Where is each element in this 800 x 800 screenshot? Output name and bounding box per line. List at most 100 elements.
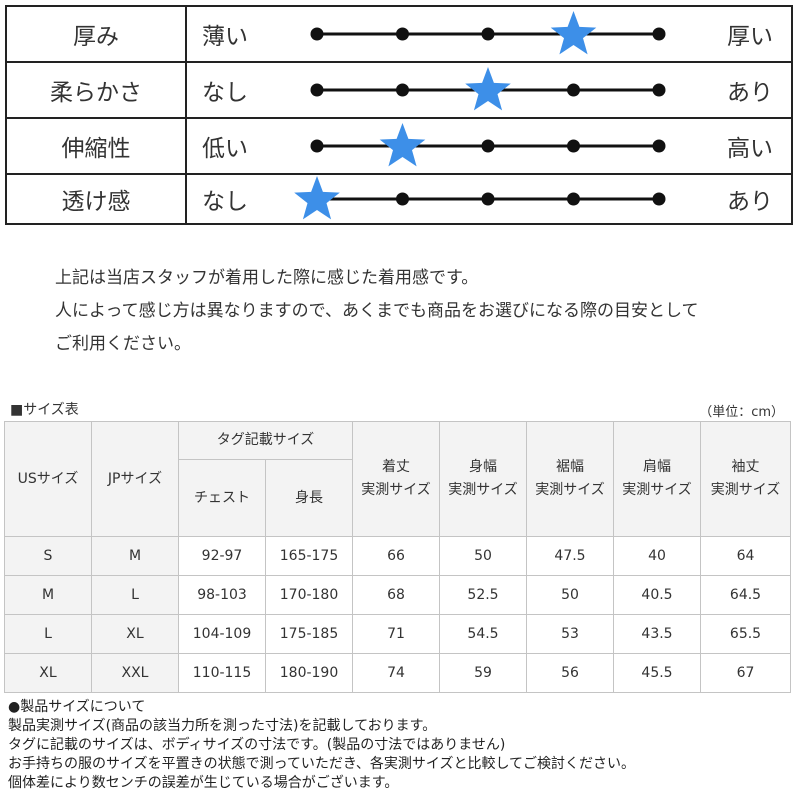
note-line: 上記は当店スタッフが着用した際に感じた着用感です。 [55,268,479,288]
rating-low-label: 薄い [202,24,248,50]
table-cell: 110-115 [178,653,266,693]
table-cell: M [4,575,92,615]
table-cell: 50 [526,575,614,615]
table-cell: 43.5 [613,614,701,654]
table-cell: 104-109 [178,614,266,654]
table-cell: 74 [352,653,440,693]
rating-low-label: 低い [202,136,248,162]
rating-step-dot [310,83,324,97]
rating-row-thickness: 厚み 薄い 厚い [7,7,791,61]
table-cell: M [91,536,179,576]
table-cell: 67 [700,653,791,693]
table-cell: 50 [439,536,527,576]
rating-label: 伸縮性 [7,119,187,173]
footnote-line: 製品実測サイズ(商品の該当力所を測った寸法)を記載しております。 [8,718,437,734]
header-text: 実測サイズ [710,482,781,498]
rating-low-label: なし [202,189,248,215]
table-cell: 56 [526,653,614,693]
table-cell: 71 [352,614,440,654]
header-hem: 裾幅 実測サイズ [526,421,614,537]
header-text: 袖丈 [731,459,760,475]
header-length: 着丈 実測サイズ [352,421,440,537]
table-cell: 40.5 [613,575,701,615]
table-cell: XL [4,653,92,693]
footnote-line: 個体差により数センチの誤差が生じている場合がございます。 [8,775,399,791]
table-cell: 40 [613,536,701,576]
fit-note: 上記は当店スタッフが着用した際に感じた着用感です。 人によって感じ方は異なります… [55,262,698,361]
header-chest: チェスト [178,459,266,537]
rating-scale [7,7,791,61]
size-table-unit: （単位：cm） [699,405,784,420]
size-table-heading: ■サイズ表 [10,402,79,418]
table-cell: L [4,614,92,654]
rating-star-marker [379,123,426,167]
rating-step-dot [396,83,409,97]
rating-step-dot [652,139,666,153]
note-line: ご利用ください。 [55,334,191,354]
rating-scale [7,119,791,173]
header-text: 実測サイズ [361,482,431,498]
header-text: 実測サイズ [448,482,518,498]
table-cell: 165-175 [265,536,353,576]
rating-high-label: 厚い [727,24,773,50]
rating-scale-graphic [310,11,666,55]
table-cell: 175-185 [265,614,353,654]
table-cell: 59 [439,653,527,693]
rating-step-dot [481,139,495,153]
rating-label: 透け感 [7,175,187,223]
rating-step-dot [652,192,666,206]
rating-row-softness: 柔らかさ なし あり [7,61,791,117]
table-cell: 45.5 [613,653,701,693]
table-cell: 68 [352,575,440,615]
rating-scale-graphic [310,123,666,167]
table-row: L XL 104-109 175-185 71 54.5 53 43.5 65.… [4,614,791,654]
rating-step-dot [310,27,324,41]
header-jp-size: JPサイズ [91,421,179,537]
size-footnotes: ●製品サイズについて 製品実測サイズ(商品の該当力所を測った寸法)を記載しており… [8,698,635,793]
rating-step-dot [310,139,324,153]
header-tag-size: タグ記載サイズ [178,421,353,460]
note-line: 人によって感じ方は異なりますので、あくまでも商品をお選びになる際の目安として [55,301,699,321]
header-text: 肩幅 [643,459,671,475]
header-sleeve: 袖丈 実測サイズ [700,421,791,537]
footnote-line: お手持ちの服のサイズを平置きの状態で測っていただき、各実測サイズと比較してご検討… [8,756,636,772]
rating-star-marker [550,11,597,55]
header-us-size: USサイズ [4,421,92,537]
rating-scale [7,175,791,223]
rating-star-marker [294,176,340,220]
header-shoulder: 肩幅 実測サイズ [613,421,701,537]
rating-high-label: あり [727,80,773,106]
table-cell: 54.5 [439,614,527,654]
header-text: 身幅 [469,459,497,475]
rating-star-marker [465,67,511,111]
table-cell: 180-190 [265,653,353,693]
header-text: 実測サイズ [535,482,605,498]
rating-low-label: なし [202,80,248,106]
table-cell: 64.5 [700,575,791,615]
rating-step-dot [481,192,495,206]
rating-step-dot [652,27,666,41]
texture-rating-panel: 厚み 薄い 厚い 柔らかさ なし あり 伸縮性 低い 高い 透け感 なし あり [5,5,793,225]
rating-row-sheerness: 透け感 なし あり [7,173,791,223]
rating-high-label: 高い [727,136,773,162]
header-text: 着丈 [382,459,410,475]
table-cell: 92-97 [178,536,266,576]
header-height: 身長 [265,459,353,537]
header-text: 実測サイズ [622,482,692,498]
footnote-line: タグに記載のサイズは、ボディサイズの寸法です。(製品の寸法ではありません) [8,737,506,753]
rating-scale-graphic [310,67,666,111]
size-table: USサイズ JPサイズ タグ記載サイズ 着丈実測サイズ 身幅実測サイズ 裾幅 実測… [4,421,791,693]
table-row: M L 98-103 170-180 68 52.5 50 40.5 64.5 [4,575,791,615]
footnote-line: ●製品サイズについて [8,699,146,715]
rating-label: 柔らかさ [7,63,187,117]
rating-step-dot [396,192,409,206]
rating-step-dot [567,192,580,206]
table-cell: 66 [352,536,440,576]
table-cell: 98-103 [178,575,266,615]
table-cell: 52.5 [439,575,527,615]
rating-step-dot [396,27,409,41]
rating-row-stretch: 伸縮性 低い 高い [7,117,791,173]
table-cell: 53 [526,614,614,654]
table-row: XL XXL 110-115 180-190 74 59 56 45.5 67 [4,653,791,693]
table-cell: 64 [700,536,791,576]
